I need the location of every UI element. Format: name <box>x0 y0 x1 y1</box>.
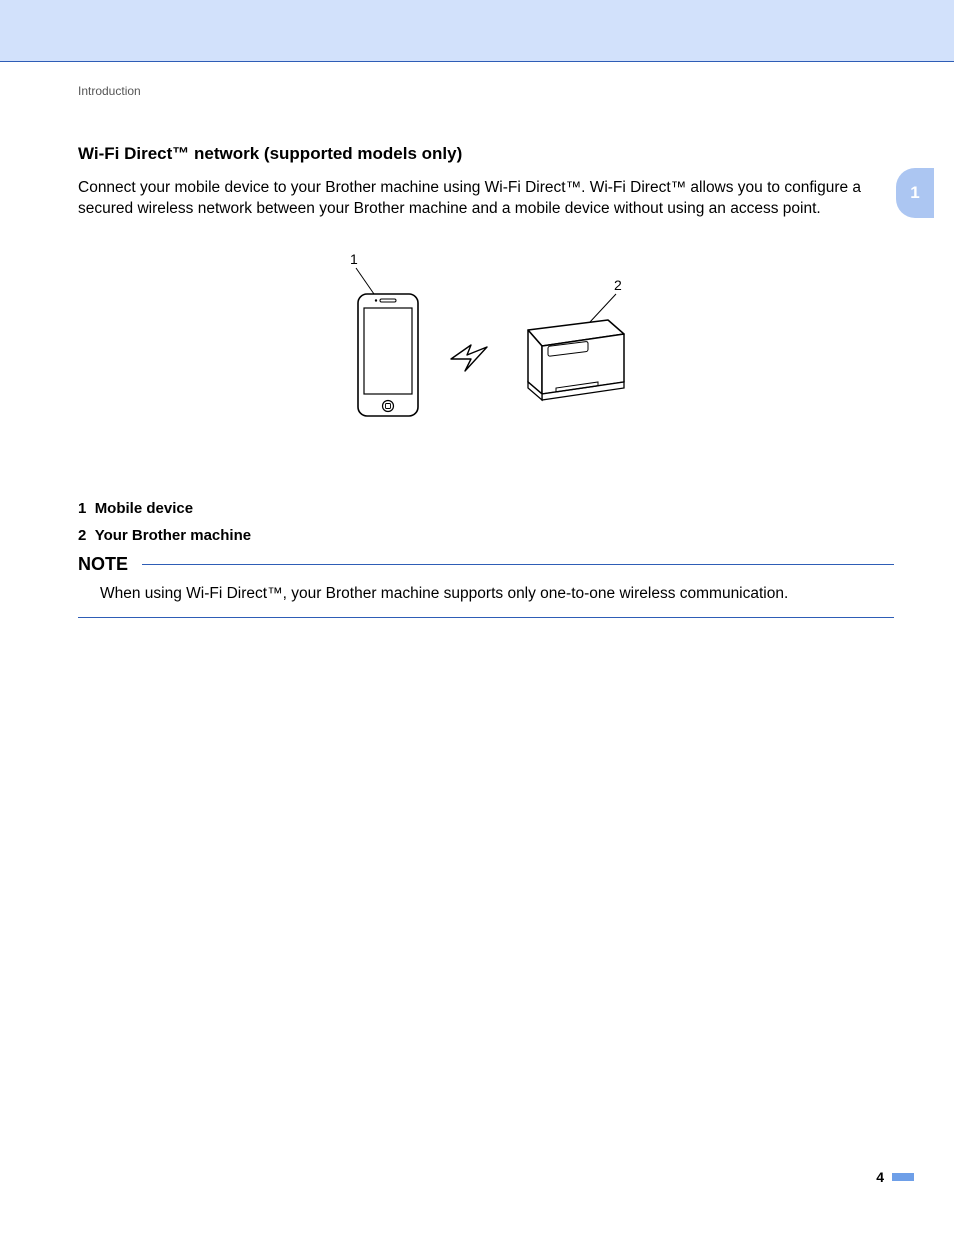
page-footer: 4 <box>876 1169 914 1185</box>
note-block: NOTE When using Wi-Fi Direct™, your Brot… <box>78 554 894 618</box>
section-heading: Wi-Fi Direct™ network (supported models … <box>78 144 894 164</box>
legend-item-2: 2 Your Brother machine <box>78 527 894 544</box>
page-accent <box>892 1173 914 1181</box>
wifi-direct-diagram: 1 2 <box>326 250 646 450</box>
figure-container: 1 2 <box>78 250 894 450</box>
header-bar <box>0 0 954 62</box>
mobile-device-icon <box>358 294 418 416</box>
legend-number: 1 <box>78 500 86 517</box>
note-body: When using Wi-Fi Direct™, your Brother m… <box>78 575 894 603</box>
legend-item-1: 1 Mobile device <box>78 500 894 517</box>
legend-label: Your Brother machine <box>95 527 251 544</box>
printer-icon <box>528 320 624 400</box>
intro-paragraph: Connect your mobile device to your Broth… <box>78 178 894 220</box>
breadcrumb: Introduction <box>78 84 894 98</box>
legend-label: Mobile device <box>95 500 193 517</box>
page-number: 4 <box>876 1169 884 1185</box>
page-content: Introduction Wi-Fi Direct™ network (supp… <box>0 62 954 618</box>
wireless-icon <box>451 345 487 371</box>
figure-legend: 1 Mobile device 2 Your Brother machine <box>78 500 894 544</box>
svg-text:1: 1 <box>350 251 358 267</box>
note-header: NOTE <box>78 554 894 575</box>
chapter-tab: 1 <box>896 168 934 218</box>
svg-text:2: 2 <box>614 277 622 293</box>
note-rule <box>142 564 894 565</box>
chapter-tab-number: 1 <box>910 183 919 203</box>
legend-number: 2 <box>78 527 86 544</box>
note-label: NOTE <box>78 554 128 575</box>
